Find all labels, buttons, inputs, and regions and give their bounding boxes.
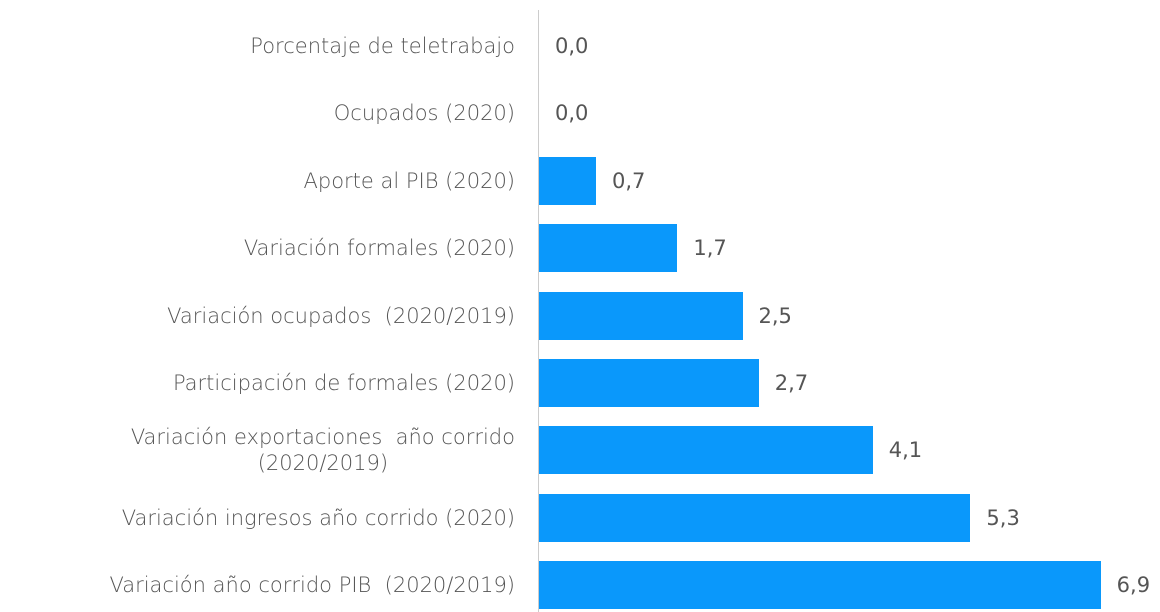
value-label: 2,7 (774, 371, 809, 395)
value-label: 4,1 (888, 438, 923, 463)
value-label: 0,7 (611, 168, 646, 193)
bar (539, 426, 873, 475)
category-label: Variación exportaciones año corrido (202… (130, 425, 515, 476)
category-label: Ocupados (2020) (333, 101, 515, 126)
value-label: 6,9 (1116, 573, 1151, 598)
bar (539, 561, 1101, 610)
bar (539, 224, 678, 273)
category-label: Porcentaje de teletrabajo (250, 34, 515, 58)
bar (539, 156, 596, 205)
category-label: Variación año corrido PIB (2020/2019) (109, 573, 515, 598)
value-label: 0,0 (555, 101, 589, 126)
category-label: Participación de formales (2020) (172, 371, 515, 395)
category-label: Variación formales (2020) (243, 236, 515, 261)
category-label: Variación ocupados (2020/2019) (167, 303, 515, 328)
bar (539, 291, 743, 340)
bar (539, 493, 971, 542)
value-label: 1,7 (693, 236, 727, 261)
category-axis (538, 10, 539, 612)
value-label: 0,0 (555, 34, 589, 58)
category-label: Aporte al PIB (2020) (303, 168, 516, 193)
value-label: 2,5 (758, 303, 792, 328)
value-label: 5,3 (986, 505, 1020, 530)
bar (539, 359, 759, 407)
category-label: Variación ingresos año corrido (2020) (121, 505, 515, 530)
